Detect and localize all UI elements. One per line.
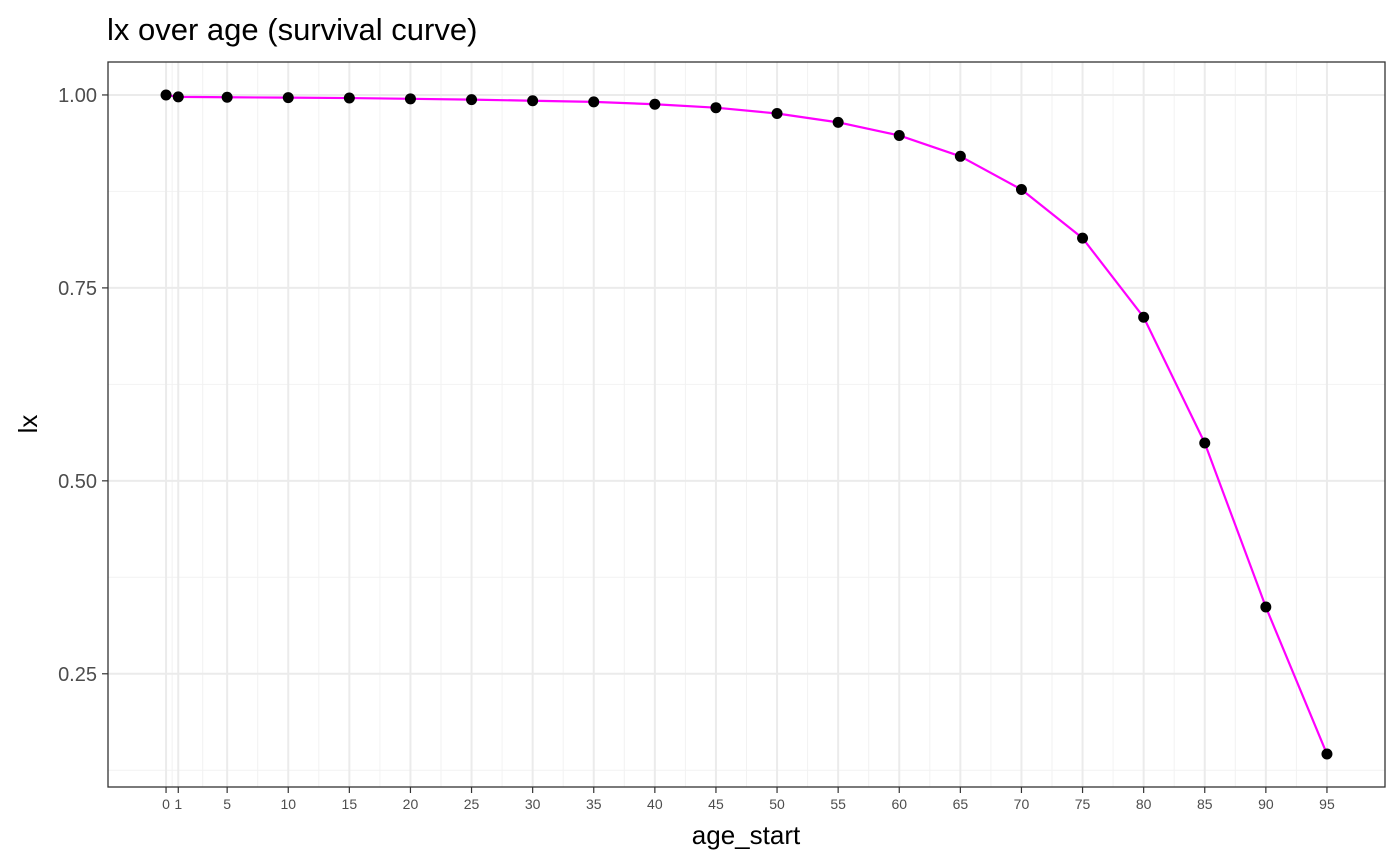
data-point — [160, 89, 172, 101]
data-point — [649, 98, 661, 110]
series-layer — [160, 89, 1333, 760]
gridlines — [108, 62, 1385, 787]
x-tick-label: 25 — [464, 796, 480, 812]
x-tick-label: 40 — [647, 796, 663, 812]
x-tick-label: 90 — [1258, 796, 1274, 812]
x-tick-label: 70 — [1014, 796, 1030, 812]
x-tick-label: 50 — [769, 796, 785, 812]
data-point — [771, 107, 783, 119]
x-tick-label: 1 — [174, 796, 182, 812]
data-point — [282, 92, 294, 104]
x-tick-label: 35 — [586, 796, 602, 812]
data-point — [172, 91, 184, 103]
x-tick-label: 45 — [708, 796, 724, 812]
chart-title: lx over age (survival curve) — [107, 12, 477, 47]
data-point — [404, 93, 416, 105]
y-tick-label: 0.50 — [58, 471, 97, 493]
data-point — [343, 92, 355, 104]
x-tick-label: 80 — [1136, 796, 1152, 812]
data-point — [588, 96, 600, 108]
data-point — [1077, 232, 1089, 244]
x-axis-title: age_start — [692, 820, 801, 850]
x-tick-label: 20 — [403, 796, 419, 812]
x-tick-label: 95 — [1319, 796, 1335, 812]
x-tick-label: 55 — [830, 796, 846, 812]
data-point — [893, 129, 905, 141]
x-tick-label: 5 — [223, 796, 231, 812]
y-axis-title: lx — [13, 415, 43, 434]
data-point — [527, 95, 539, 107]
x-tick-label: 65 — [953, 796, 969, 812]
data-point — [1138, 311, 1150, 323]
y-tick-label: 0.75 — [58, 278, 97, 300]
x-tick-label: 85 — [1197, 796, 1213, 812]
x-tick-label: 60 — [891, 796, 907, 812]
x-tick-label: 0 — [162, 796, 170, 812]
data-point — [466, 94, 478, 106]
data-point — [1260, 601, 1272, 613]
x-tick-label: 30 — [525, 796, 541, 812]
data-point — [954, 150, 966, 162]
panel-border — [107, 61, 1386, 788]
data-point — [1199, 437, 1211, 449]
x-tick-label: 10 — [280, 796, 296, 812]
data-point — [221, 91, 233, 103]
data-point — [832, 116, 844, 128]
y-tick-label: 1.00 — [58, 85, 97, 107]
x-tick-label: 75 — [1075, 796, 1091, 812]
data-point — [1015, 183, 1027, 195]
y-tick-label: 0.25 — [58, 664, 97, 686]
data-point — [1321, 748, 1333, 760]
x-tick-label: 15 — [342, 796, 358, 812]
data-point — [710, 102, 722, 114]
axes-layer: 0 1 5 10 15 20 25 30 35 40 45 50 55 60 65 70 75 80 85 90 950… — [58, 85, 1335, 812]
